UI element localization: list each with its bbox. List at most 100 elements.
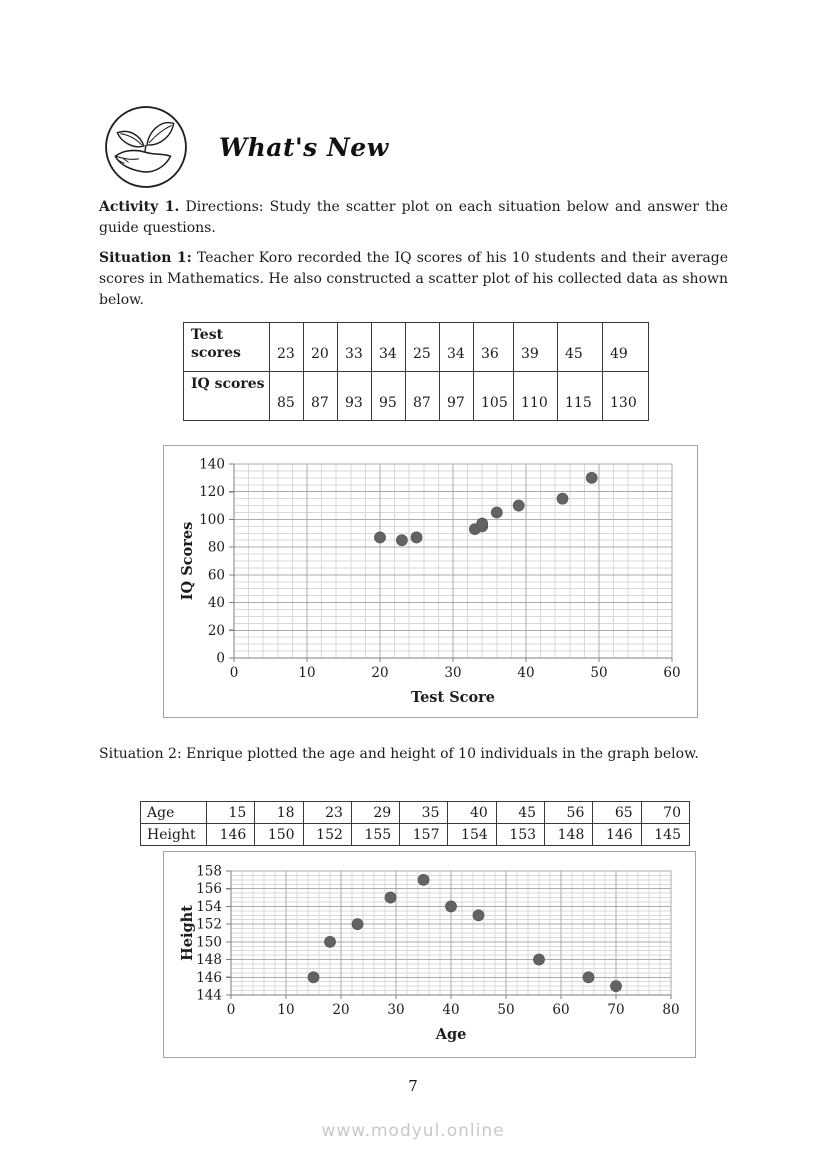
value-cell: 153 <box>495 823 546 846</box>
data-point <box>445 900 457 913</box>
value-cell: 105 <box>473 371 514 421</box>
value-cell: 65 <box>592 801 642 824</box>
value-cell: 20 <box>303 322 338 372</box>
hand-plant-logo-icon <box>103 104 189 190</box>
value-cell: 110 <box>513 371 558 421</box>
svg-text:30: 30 <box>387 1002 404 1018</box>
test-iq-scores-table: Test scores 23 20 33 34 25 34 36 39 45 49 IQ scores… <box>183 322 649 421</box>
data-point <box>410 531 423 544</box>
svg-text:80: 80 <box>208 540 225 556</box>
iq-vs-testscore-scatter-chart: 0 10 20 30 40 50 60 0 20 40 60 80 100 120 140 Test Scor… <box>163 445 698 718</box>
svg-text:40: 40 <box>208 595 225 611</box>
situation2-text: Situation 2: Enrique plotted the age and… <box>99 746 699 762</box>
svg-text:152: 152 <box>196 917 222 933</box>
value-cell: 23 <box>269 322 304 372</box>
svg-text:50: 50 <box>590 665 607 681</box>
svg-text:144: 144 <box>196 988 222 1004</box>
height-vs-age-scatter-chart: 0 10 20 30 40 50 60 70 80 144 146 148 150 152 154 156 15… <box>163 851 696 1058</box>
data-point <box>324 935 336 948</box>
value-cell: 45 <box>495 801 546 824</box>
svg-text:10: 10 <box>277 1002 294 1018</box>
value-cell: 155 <box>350 823 401 846</box>
svg-text:154: 154 <box>196 899 222 915</box>
row-header-cell: Test scores <box>183 322 270 372</box>
value-cell: 56 <box>544 801 594 824</box>
value-cell: 146 <box>592 823 642 846</box>
scatter-plot-svg: 0 10 20 30 40 50 60 0 20 40 60 80 100 120 140 Test Scor… <box>179 457 681 707</box>
value-cell: 23 <box>302 801 352 824</box>
value-cell: 29 <box>350 801 401 824</box>
data-point <box>307 971 320 984</box>
value-cell: 34 <box>371 322 406 372</box>
data-point <box>512 499 525 512</box>
table-row: Height 146 150 152 155 157 154 153 148 146 145 <box>140 823 691 846</box>
svg-text:50: 50 <box>497 1002 514 1018</box>
value-cell: 145 <box>640 823 691 846</box>
svg-text:60: 60 <box>208 567 225 583</box>
situation1-paragraph: Situation 1: Teacher Koro recorded the I… <box>99 248 728 311</box>
situation1-label: Situation 1: <box>99 250 192 266</box>
svg-text:0: 0 <box>227 1002 236 1018</box>
svg-text:Age: Age <box>435 1026 467 1043</box>
svg-text:20: 20 <box>371 665 388 681</box>
svg-text:60: 60 <box>663 665 680 681</box>
row-header-cell: Age <box>140 801 207 824</box>
svg-text:150: 150 <box>196 934 222 950</box>
svg-text:Test Score: Test Score <box>411 689 495 706</box>
value-cell: 152 <box>302 823 352 846</box>
svg-text:40: 40 <box>442 1002 459 1018</box>
svg-text:40: 40 <box>517 665 534 681</box>
value-cell: 97 <box>439 371 474 421</box>
age-height-table: Age 15 18 23 29 35 40 45 56 65 70 Height 146 150 152 15… <box>140 801 691 846</box>
value-cell: 95 <box>371 371 406 421</box>
svg-text:0: 0 <box>230 665 239 681</box>
situation2-paragraph: Situation 2: Enrique plotted the age and… <box>99 744 728 765</box>
value-cell: 40 <box>447 801 497 824</box>
svg-text:80: 80 <box>662 1002 679 1018</box>
value-cell: 15 <box>205 801 256 824</box>
data-point <box>556 492 569 505</box>
svg-text:140: 140 <box>199 457 225 473</box>
value-cell: 45 <box>557 322 603 372</box>
value-cell: 115 <box>557 371 603 421</box>
value-cell: 87 <box>303 371 338 421</box>
data-point <box>395 534 408 547</box>
situation1-text: Teacher Koro recorded the IQ scores of h… <box>99 250 729 308</box>
data-point <box>351 918 364 931</box>
value-cell: 85 <box>269 371 304 421</box>
data-point <box>476 517 489 530</box>
data-point <box>585 471 598 484</box>
value-cell: 49 <box>602 322 649 372</box>
svg-text:10: 10 <box>298 665 315 681</box>
svg-text:100: 100 <box>199 512 225 528</box>
value-cell: 35 <box>399 801 449 824</box>
watermark-text: www.modyul.online <box>321 1121 505 1141</box>
data-point <box>610 980 622 993</box>
data-point <box>582 971 595 984</box>
svg-text:158: 158 <box>196 864 222 880</box>
value-cell: 33 <box>337 322 372 372</box>
data-point <box>472 909 485 922</box>
svg-text:156: 156 <box>196 881 222 897</box>
svg-text:148: 148 <box>196 952 222 968</box>
svg-text:0: 0 <box>216 651 225 667</box>
value-cell: 150 <box>254 823 304 846</box>
svg-text:146: 146 <box>196 970 222 986</box>
value-cell: 36 <box>473 322 514 372</box>
page-title: What's New <box>219 133 389 162</box>
row-header-cell: IQ scores <box>183 371 270 421</box>
svg-text:20: 20 <box>208 623 225 639</box>
svg-text:70: 70 <box>607 1002 624 1018</box>
table-row: Age 15 18 23 29 35 40 45 56 65 70 <box>140 801 691 824</box>
table-row: IQ scores 85 87 93 95 87 97 105 110 115 130 <box>183 371 649 421</box>
value-cell: 39 <box>513 322 558 372</box>
activity-label: Activity 1. <box>99 199 180 215</box>
value-cell: 148 <box>544 823 594 846</box>
table-row: Test scores 23 20 33 34 25 34 36 39 45 49 <box>183 322 649 372</box>
value-cell: 70 <box>640 801 691 824</box>
value-cell: 25 <box>405 322 440 372</box>
value-cell: 18 <box>254 801 304 824</box>
svg-text:30: 30 <box>444 665 461 681</box>
